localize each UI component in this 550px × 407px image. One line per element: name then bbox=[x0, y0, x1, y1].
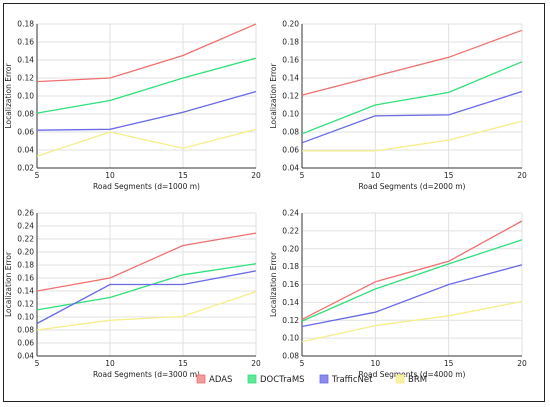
y-tick-label: 0.16 bbox=[17, 38, 34, 47]
y-tick-label: 0.18 bbox=[282, 38, 299, 47]
chart-d2000: 0.04 0.06 0.08 0.10 0.12 0.14 0.16 0.18 0.20 5 10 1… bbox=[269, 20, 527, 191]
y-tick-label: 0.16 bbox=[282, 280, 299, 289]
x-tick-label: 15 bbox=[444, 171, 454, 180]
x-tick-label: 15 bbox=[178, 171, 188, 180]
legend-item-adas: ADAS bbox=[196, 374, 232, 385]
series-line-brm bbox=[36, 290, 257, 331]
y-tick-label: 0.22 bbox=[17, 235, 34, 244]
x-axis-label: Road Segments (d=3000 m) bbox=[93, 370, 200, 379]
y-tick-label: 0.04 bbox=[282, 164, 299, 173]
y-tick-label: 0.06 bbox=[282, 146, 299, 155]
y-tick-label: 0.14 bbox=[282, 74, 299, 83]
series-line-doctrams bbox=[301, 239, 523, 322]
y-tick-label: 0.12 bbox=[282, 316, 299, 325]
series-line-adas bbox=[301, 220, 523, 320]
y-tick-label: 0.14 bbox=[17, 56, 34, 65]
y-tick-label: 0.16 bbox=[282, 56, 299, 65]
y-tick-label: 0.06 bbox=[17, 128, 34, 137]
y-tick-label: 0.24 bbox=[17, 222, 34, 231]
legend-swatch bbox=[247, 374, 257, 384]
legend-swatch bbox=[196, 374, 206, 384]
y-axis-label: Localization Error bbox=[269, 63, 278, 129]
legend-item-trafficnet: TrafficNet bbox=[319, 374, 373, 385]
y-tick-label: 0.10 bbox=[282, 110, 299, 119]
y-tick-label: 0.14 bbox=[282, 298, 299, 307]
y-tick-label: 0.08 bbox=[282, 128, 299, 137]
legend-swatch bbox=[319, 374, 329, 384]
y-tick-label: 0.18 bbox=[282, 262, 299, 271]
y-tick-label: 0.08 bbox=[282, 352, 299, 361]
series-line-brm bbox=[302, 120, 523, 152]
x-tick-label: 5 bbox=[300, 171, 305, 180]
y-tick-label: 0.06 bbox=[17, 339, 34, 348]
x-tick-label: 10 bbox=[371, 359, 381, 368]
y-tick-label: 0.08 bbox=[17, 110, 34, 119]
y-tick-label: 0.12 bbox=[282, 92, 299, 101]
legend-label: BRM bbox=[408, 375, 427, 385]
series-line-doctrams bbox=[301, 61, 523, 135]
y-tick-label: 0.02 bbox=[17, 164, 34, 173]
x-tick-label: 10 bbox=[105, 171, 115, 180]
series-line-adas bbox=[36, 232, 257, 292]
x-tick-label: 20 bbox=[517, 359, 527, 368]
y-tick-label: 0.10 bbox=[17, 313, 34, 322]
series-line-trafficnet bbox=[301, 90, 523, 144]
legend-swatch bbox=[395, 374, 405, 384]
y-tick-label: 0.04 bbox=[17, 146, 34, 155]
x-tick-label: 15 bbox=[444, 359, 454, 368]
series-line-adas bbox=[301, 29, 523, 96]
y-tick-label: 0.26 bbox=[17, 209, 34, 218]
y-tick-label: 0.04 bbox=[17, 352, 34, 361]
charts-layer: 0.02 0.04 0.06 0.08 0.10 0.12 0.14 0.16 0.18 5 10 1… bbox=[4, 20, 527, 379]
legend-item-brm: BRM bbox=[395, 374, 427, 385]
y-tick-label: 0.20 bbox=[282, 20, 299, 29]
y-tick-label: 0.24 bbox=[282, 209, 299, 218]
y-tick-label: 0.12 bbox=[17, 74, 34, 83]
series-line-trafficnet bbox=[36, 90, 257, 131]
y-tick-label: 0.08 bbox=[17, 326, 34, 335]
chart-d1000: 0.02 0.04 0.06 0.08 0.10 0.12 0.14 0.16 0.18 5 10 1… bbox=[4, 20, 261, 191]
y-axis-label: Localization Error bbox=[4, 251, 13, 317]
chart-d3000: 0.04 0.06 0.08 0.10 0.12 0.14 0.16 0.18 0.20 0.22… bbox=[4, 209, 261, 379]
y-tick-label: 0.12 bbox=[17, 300, 34, 309]
series-line-doctrams bbox=[36, 57, 257, 114]
y-tick-label: 0.22 bbox=[282, 226, 299, 235]
legend: ADAS DOCTraMS TrafficNet BRM bbox=[196, 374, 427, 385]
x-tick-label: 5 bbox=[35, 359, 40, 368]
series-line-trafficnet bbox=[36, 270, 257, 325]
x-axis-label: Road Segments (d=4000 m) bbox=[359, 370, 466, 379]
x-tick-label: 5 bbox=[35, 171, 40, 180]
x-axis-label: Road Segments (d=1000 m) bbox=[93, 182, 200, 191]
figure-frame: 0.02 0.04 0.06 0.08 0.10 0.12 0.14 0.16 0.18 5 10 1… bbox=[3, 3, 545, 402]
legend-item-doctrams: DOCTraMS bbox=[247, 374, 305, 385]
x-tick-label: 20 bbox=[251, 171, 261, 180]
x-tick-label: 15 bbox=[178, 359, 188, 368]
x-tick-label: 20 bbox=[251, 359, 261, 368]
x-tick-label: 10 bbox=[105, 359, 115, 368]
x-tick-label: 10 bbox=[371, 171, 381, 180]
y-tick-label: 0.16 bbox=[17, 274, 34, 283]
y-axis-label: Localization Error bbox=[269, 251, 278, 317]
y-axis-label: Localization Error bbox=[4, 63, 13, 129]
legend-label: ADAS bbox=[209, 375, 232, 385]
y-tick-label: 0.10 bbox=[282, 334, 299, 343]
y-tick-label: 0.20 bbox=[282, 244, 299, 253]
x-tick-label: 20 bbox=[517, 171, 527, 180]
y-tick-label: 0.20 bbox=[17, 248, 34, 257]
series-line-adas bbox=[36, 23, 257, 83]
series-line-trafficnet bbox=[301, 264, 523, 328]
chart-d4000: 0.08 0.10 0.12 0.14 0.16 0.18 0.20 0.22 0.24 5 10 1… bbox=[269, 209, 527, 379]
x-axis-label: Road Segments (d=2000 m) bbox=[359, 182, 466, 191]
y-tick-label: 0.18 bbox=[17, 20, 34, 29]
y-tick-label: 0.10 bbox=[17, 92, 34, 101]
x-tick-label: 5 bbox=[300, 359, 305, 368]
y-tick-label: 0.14 bbox=[17, 287, 34, 296]
y-tick-label: 0.18 bbox=[17, 261, 34, 270]
series-line-brm bbox=[301, 300, 523, 343]
figure-canvas: 0.02 0.04 0.06 0.08 0.10 0.12 0.14 0.16 0.18 5 10 1… bbox=[4, 20, 527, 385]
legend-label: TrafficNet bbox=[331, 375, 373, 385]
series-line-brm bbox=[36, 128, 257, 157]
legend-label: DOCTraMS bbox=[260, 375, 305, 385]
